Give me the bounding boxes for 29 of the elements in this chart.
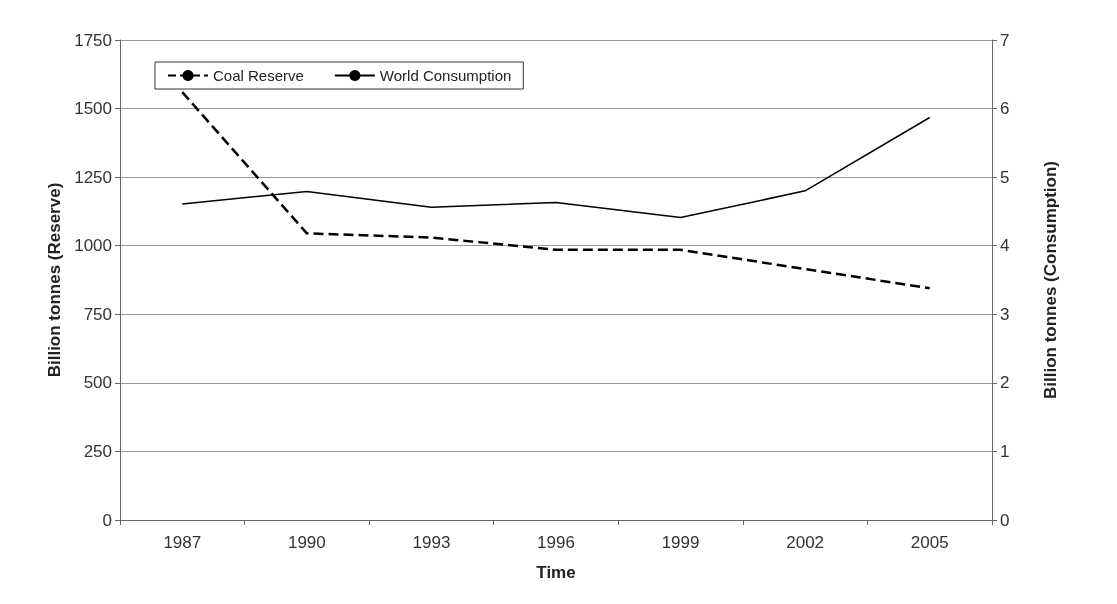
x-axis-title: Time <box>536 563 576 582</box>
x-tick-label: 1999 <box>661 533 700 552</box>
y-tick-label: 0 <box>102 510 112 530</box>
y2-axis-title: Billion tonnes (Consumption) <box>1041 161 1060 399</box>
y-tick-label: 1000 <box>74 236 112 256</box>
y2-tick-label: 4 <box>1000 236 1010 256</box>
line-series <box>181 90 931 290</box>
x-tick-label: 1990 <box>287 533 326 552</box>
y-tick-label: 500 <box>83 373 112 393</box>
y2-tick-label: 7 <box>1000 30 1010 50</box>
y-tick-label: 1250 <box>74 167 112 187</box>
legend-label: Coal Reserve <box>213 67 304 84</box>
legend-label: World Consumption <box>379 67 512 84</box>
x-tick-label: 2005 <box>910 533 949 552</box>
y-tick-label: 1750 <box>74 30 112 50</box>
y-axis-title: Billion tonnes (Reserve) <box>45 182 65 378</box>
x-tick-label: 1996 <box>537 533 575 552</box>
x-tick-label: 1987 <box>163 533 202 552</box>
y2-tick-label: 6 <box>1000 99 1010 119</box>
y2-tick-label: 2 <box>1000 373 1010 393</box>
y2-tick-label: 0 <box>1000 510 1010 530</box>
y-tick-label: 250 <box>83 441 112 461</box>
y-tick-label: 750 <box>83 304 112 324</box>
x-tick-label: 2002 <box>786 533 825 552</box>
y2-tick-label: 3 <box>1000 304 1010 324</box>
y2-tick-label: 5 <box>1000 167 1010 187</box>
x-tick-label: 1993 <box>412 533 451 552</box>
y2-tick-label: 1 <box>1000 441 1010 461</box>
y-tick-label: 1500 <box>74 99 112 119</box>
